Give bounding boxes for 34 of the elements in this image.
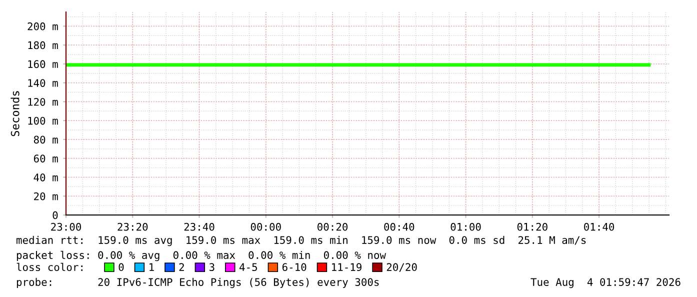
legend-title: loss color:	[16, 262, 82, 272]
y-tick-label: 40 m	[34, 173, 58, 182]
legend-label: 2	[179, 263, 184, 271]
text: median rtt: 159.0 ms avg 159.0 ms max 159.0 ms min 159.0 ms now 0.0 ms sd 25.1 M am/s	[16, 236, 586, 246]
x-tick-label: 01:20	[517, 222, 548, 231]
x-tick-label: 01:00	[450, 222, 481, 231]
legend-label: 4-5	[240, 263, 257, 272]
legend-label: 6-10	[282, 263, 306, 272]
y-tick-label: 20 m	[34, 192, 58, 200]
x-tick-label: 01:40	[584, 222, 614, 231]
y-tick-label: 60 m	[34, 154, 58, 162]
y-tick-label: 120 m	[28, 98, 58, 106]
y-tick-label: 100 m	[28, 116, 58, 125]
y-tick-label: 80 m	[34, 136, 58, 144]
legend-label: 20/20	[386, 263, 417, 272]
legend-label: 11-19	[332, 263, 362, 272]
y-tick-label: 140 m	[28, 79, 58, 87]
x-tick-label: 23:00	[51, 222, 82, 231]
text: Tue Aug 4 01:59:47 2026	[530, 278, 680, 288]
text: probe: 20 IPv6-ICMP Echo Pings (56 Bytes) every 300s	[16, 278, 379, 288]
legend-label: 0	[118, 263, 124, 272]
text: packet loss: 0.00 % avg 0.00 % max 0.00 % min 0.00 % now	[16, 250, 386, 262]
x-tick-label: 23:20	[118, 222, 148, 231]
y-tick-label: 0	[52, 211, 58, 220]
y-tick-label: 200 m	[28, 22, 58, 30]
y-tick-label: 160 m	[28, 60, 58, 68]
x-tick-label: 00:40	[384, 222, 414, 231]
y-tick-label: 180 m	[28, 41, 58, 50]
legend-label: 3	[209, 263, 214, 272]
x-tick-label: 23:40	[184, 222, 214, 231]
legend-label: 1	[150, 263, 154, 271]
y-axis-title: Seconds	[10, 91, 20, 136]
x-tick-label: 00:00	[250, 222, 281, 231]
x-tick-label: 00:20	[318, 222, 348, 231]
